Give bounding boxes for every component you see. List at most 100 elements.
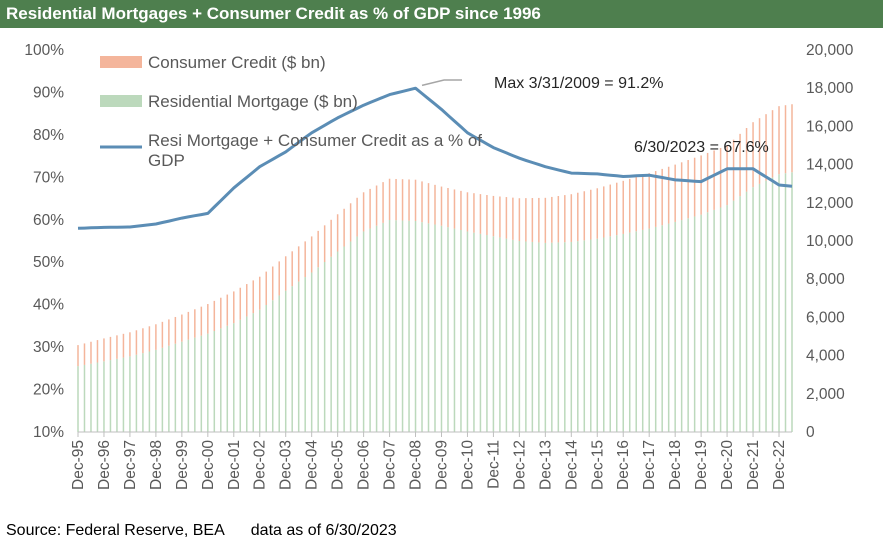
right-axis-tick-label: 18,000 [806, 80, 854, 97]
consumer-credit-bar [194, 309, 196, 338]
residential-mortgage-bar [349, 241, 352, 432]
residential-mortgage-bar [726, 205, 728, 432]
consumer-credit-bar [258, 276, 261, 310]
consumer-credit-bar [654, 171, 657, 227]
consumer-credit-bar [648, 173, 650, 229]
right-axis-tick-label: 16,000 [806, 118, 854, 135]
residential-mortgage-bar [220, 328, 222, 432]
consumer-credit-bar [544, 197, 547, 243]
consumer-credit-bar [499, 196, 501, 238]
x-axis-tick-label: Dec-09 [433, 440, 450, 490]
residential-mortgage-bar [713, 209, 715, 432]
residential-mortgage-bar [473, 232, 475, 432]
left-axis-tick-label: 50% [33, 254, 64, 271]
residential-mortgage-bar [181, 341, 183, 432]
residential-mortgage-bar [90, 363, 92, 432]
consumer-credit-bar [505, 197, 508, 239]
legend: Consumer Credit ($ bn) Residential Mortga… [100, 53, 482, 170]
residential-mortgage-bar [499, 237, 501, 432]
consumer-credit-bar [453, 189, 456, 229]
right-axis-tick-label: 10,000 [806, 233, 854, 250]
residential-mortgage-bar [213, 331, 216, 432]
annotations: Max 3/31/2009 = 91.2% 6/30/2023 = 67.6% [421, 75, 769, 156]
consumer-credit-bar [129, 332, 131, 357]
right-axis-tick-label: 12,000 [806, 195, 854, 212]
consumer-credit-bar [168, 319, 170, 346]
consumer-credit-bar [135, 330, 138, 355]
residential-mortgage-bar [96, 362, 99, 432]
residential-mortgage-bar [83, 364, 86, 432]
residential-mortgage-bar [654, 226, 657, 432]
residential-mortgage-bar [570, 241, 573, 432]
consumer-credit-bar [271, 266, 274, 301]
consumer-credit-bar [148, 326, 151, 352]
x-axis-tick-label: Dec-95 [70, 440, 87, 490]
consumer-credit-bar [739, 133, 741, 197]
consumer-credit-bar [603, 186, 605, 238]
residential-mortgage-bar [434, 224, 436, 432]
x-axis-tick-label: Dec-01 [226, 440, 243, 490]
residential-mortgage-bar [343, 246, 345, 432]
left-axis-tick-label: 90% [33, 84, 64, 101]
residential-mortgage-bar [460, 230, 462, 432]
consumer-credit-bar [414, 179, 417, 221]
x-axis-tick-label: Dec-10 [459, 440, 476, 490]
consumer-credit-bar [538, 197, 540, 243]
residential-mortgage-bar [382, 222, 384, 432]
residential-mortgage-bar [719, 207, 722, 432]
residential-mortgage-bar [116, 358, 118, 432]
residential-mortgage-bar [447, 227, 449, 432]
residential-mortgage-bar [310, 272, 313, 432]
residential-mortgage-bar [693, 216, 696, 432]
consumer-credit-bar [304, 241, 306, 278]
consumer-credit-bar [596, 188, 599, 239]
left-axis-tick-label: 40% [33, 297, 64, 314]
residential-mortgage-bar [596, 238, 599, 432]
residential-mortgage-bar [233, 323, 235, 432]
residential-mortgage-bar [615, 235, 618, 432]
residential-mortgage-bar [401, 220, 404, 432]
x-axis-tick-label: Dec-19 [693, 440, 710, 490]
residential-mortgage-bar [421, 222, 423, 432]
max-annotation-label: Max 3/31/2009 = 91.2% [494, 75, 663, 92]
consumer-credit-bar [427, 183, 430, 224]
residential-mortgage-bar [486, 235, 488, 432]
consumer-credit-bar [518, 198, 521, 241]
consumer-credit-bar [434, 184, 436, 225]
consumer-credit-bar [440, 186, 443, 226]
residential-mortgage-bar [680, 220, 683, 432]
residential-mortgage-bar [323, 262, 326, 432]
residential-mortgage-bar [791, 172, 793, 433]
residential-mortgage-bar [557, 242, 560, 432]
consumer-credit-bar [680, 162, 683, 221]
residential-mortgage-bar [745, 191, 748, 432]
residential-mortgage-bar [369, 228, 371, 432]
residential-mortgage-bar [388, 219, 391, 432]
residential-mortgage-bar [706, 212, 709, 432]
consumer-credit-bar [187, 311, 190, 340]
consumer-credit-bar [570, 194, 573, 242]
consumer-credit-bar [142, 328, 144, 354]
consumer-credit-bar [343, 208, 345, 247]
title-bar: Residential Mortgages + Consumer Credit … [0, 0, 883, 28]
consumer-credit-bar [109, 336, 112, 361]
residential-mortgage-bar [155, 349, 157, 432]
right-axis-tick-label: 20,000 [806, 42, 854, 59]
residential-mortgage-bar [187, 339, 190, 432]
left-axis-tick-label: 70% [33, 169, 64, 186]
residential-mortgage-bar [278, 295, 280, 432]
residential-mortgage-bar [765, 180, 767, 432]
consumer-credit-bar [745, 128, 748, 192]
residential-mortgage-bar [544, 242, 547, 432]
consumer-credit-bar [486, 195, 488, 236]
consumer-credit-bar [791, 104, 793, 173]
residential-mortgage-bar [551, 242, 553, 432]
residential-mortgage-bar [207, 333, 209, 432]
residential-mortgage-bar [667, 223, 670, 432]
right-axis-tick-label: 4,000 [806, 348, 845, 365]
consumer-credit-bar [77, 345, 79, 367]
consumer-credit-bar [661, 168, 663, 226]
consumer-credit-bar [161, 321, 164, 348]
x-axis-tick-label: Dec-13 [537, 440, 554, 490]
consumer-credit-bar [667, 166, 670, 224]
